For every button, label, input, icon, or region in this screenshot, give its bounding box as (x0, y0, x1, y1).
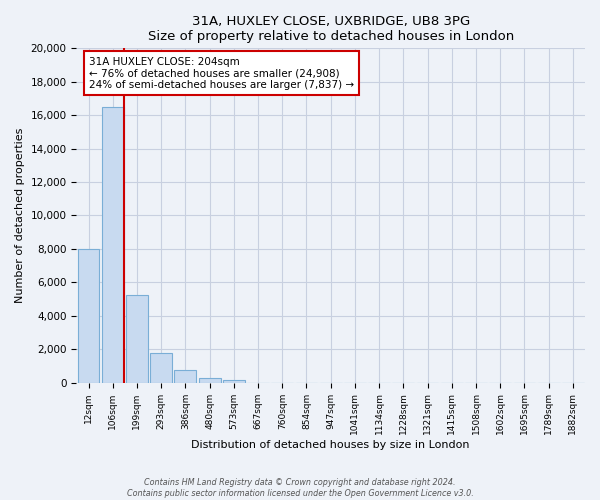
Bar (150, 354, 172, 382)
Bar (199, 378, 221, 382)
Text: Contains HM Land Registry data © Crown copyright and database right 2024.
Contai: Contains HM Land Registry data © Crown c… (127, 478, 473, 498)
Bar (175, 370, 196, 382)
Bar (126, 295, 148, 382)
Text: 31A HUXLEY CLOSE: 204sqm
← 76% of detached houses are smaller (24,908)
24% of se: 31A HUXLEY CLOSE: 204sqm ← 76% of detach… (89, 56, 354, 90)
Bar (77, 249, 100, 382)
Title: 31A, HUXLEY CLOSE, UXBRIDGE, UB8 3PG
Size of property relative to detached house: 31A, HUXLEY CLOSE, UXBRIDGE, UB8 3PG Siz… (148, 15, 514, 43)
Y-axis label: Number of detached properties: Number of detached properties (15, 128, 25, 303)
Bar (102, 107, 124, 382)
X-axis label: Distribution of detached houses by size in London: Distribution of detached houses by size … (191, 440, 470, 450)
Bar (223, 380, 245, 382)
